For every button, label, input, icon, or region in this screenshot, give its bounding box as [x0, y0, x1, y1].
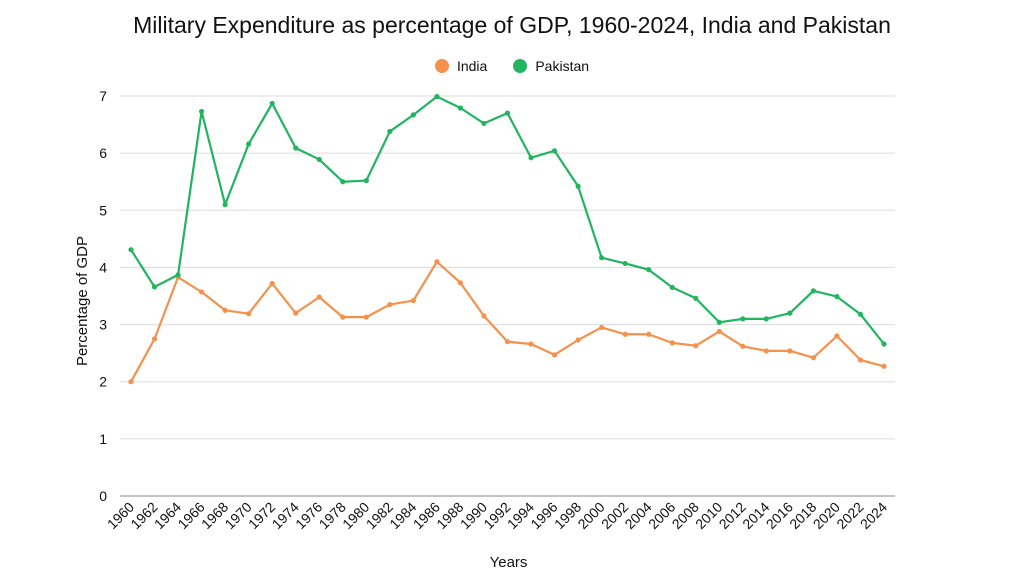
data-point-india	[198, 289, 205, 295]
data-point-pakistan	[316, 156, 322, 163]
data-point-pakistan	[457, 105, 464, 111]
x-axis-title: Years	[490, 554, 528, 571]
data-point-india	[528, 341, 534, 347]
data-point-pakistan	[693, 295, 699, 301]
data-point-pakistan	[246, 141, 252, 147]
data-point-india	[316, 294, 322, 300]
data-point-india	[881, 363, 887, 369]
legend-label-india: India	[456, 58, 488, 74]
data-point-pakistan	[763, 316, 769, 322]
data-point-india	[740, 343, 746, 349]
data-point-pakistan	[293, 145, 299, 151]
legend-item-pakistan[interactable]: Pakistan	[513, 58, 589, 74]
legend-swatch-pakistan	[513, 59, 528, 73]
data-point-india	[222, 307, 228, 313]
data-point-pakistan	[387, 128, 393, 135]
data-point-india	[857, 357, 864, 363]
data-point-india	[599, 324, 605, 331]
data-point-pakistan	[857, 311, 864, 317]
data-point-india	[481, 313, 487, 319]
data-point-india	[669, 340, 675, 346]
series-line-india	[130, 260, 885, 383]
data-point-india	[387, 301, 393, 308]
data-point-pakistan	[269, 100, 275, 107]
data-point-india	[810, 355, 817, 361]
data-point-pakistan	[504, 110, 511, 116]
data-point-india	[457, 280, 464, 286]
data-point-india	[693, 343, 699, 349]
data-point-india	[293, 310, 299, 316]
series-line-pakistan	[130, 95, 885, 345]
data-point-india	[575, 337, 581, 343]
data-point-pakistan	[340, 179, 346, 185]
data-point-pakistan	[481, 120, 487, 127]
data-point-india	[763, 348, 769, 354]
data-point-india	[504, 339, 511, 345]
data-point-india	[363, 314, 369, 320]
data-point-pakistan	[622, 260, 628, 267]
y-tick-label: 6	[99, 145, 107, 161]
data-point-pakistan	[599, 255, 605, 261]
data-point-pakistan	[834, 293, 840, 300]
data-point-india	[716, 328, 722, 335]
data-point-pakistan	[551, 148, 558, 154]
data-point-pakistan	[128, 247, 134, 253]
y-tick-label: 2	[99, 374, 107, 390]
data-point-pakistan	[222, 201, 228, 208]
data-point-india	[787, 348, 793, 354]
y-tick-label: 3	[99, 317, 107, 333]
data-point-india	[151, 336, 158, 342]
data-point-pakistan	[881, 341, 887, 347]
data-point-india	[834, 333, 840, 339]
data-point-pakistan	[716, 319, 722, 325]
data-point-pakistan	[646, 267, 652, 273]
chart-legend: India Pakistan	[0, 58, 1024, 74]
data-point-pakistan	[410, 112, 416, 118]
data-point-pakistan	[575, 183, 581, 189]
data-point-india	[434, 259, 440, 265]
data-point-pakistan	[740, 316, 746, 322]
y-tick-label: 1	[99, 431, 107, 447]
legend-swatch-india	[434, 59, 449, 73]
y-tick-label: 5	[99, 202, 107, 218]
data-point-india	[128, 379, 134, 385]
data-point-pakistan	[669, 284, 675, 291]
data-point-india	[269, 280, 275, 287]
data-point-pakistan	[198, 108, 205, 115]
data-point-pakistan	[434, 93, 440, 100]
data-point-pakistan	[528, 155, 534, 161]
x-tick-label: 2024	[857, 499, 890, 532]
chart-title: Military Expenditure as percentage of GD…	[133, 12, 891, 38]
y-tick-label: 4	[99, 259, 107, 275]
y-tick-label: 7	[99, 88, 107, 104]
data-point-pakistan	[363, 177, 369, 184]
data-point-india	[340, 314, 346, 320]
y-axis-title: Percentage of GDP	[74, 236, 91, 366]
legend-label-pakistan: Pakistan	[535, 58, 590, 74]
data-point-india	[410, 297, 416, 304]
data-point-india	[551, 352, 558, 358]
data-point-pakistan	[151, 284, 158, 290]
data-point-pakistan	[810, 288, 817, 294]
data-point-india	[646, 331, 652, 337]
data-point-pakistan	[787, 310, 793, 316]
y-tick-label: 0	[99, 488, 107, 504]
data-point-india	[246, 311, 252, 317]
data-point-india	[622, 331, 628, 337]
data-point-pakistan	[175, 272, 181, 278]
legend-item-india[interactable]: India	[434, 58, 488, 74]
